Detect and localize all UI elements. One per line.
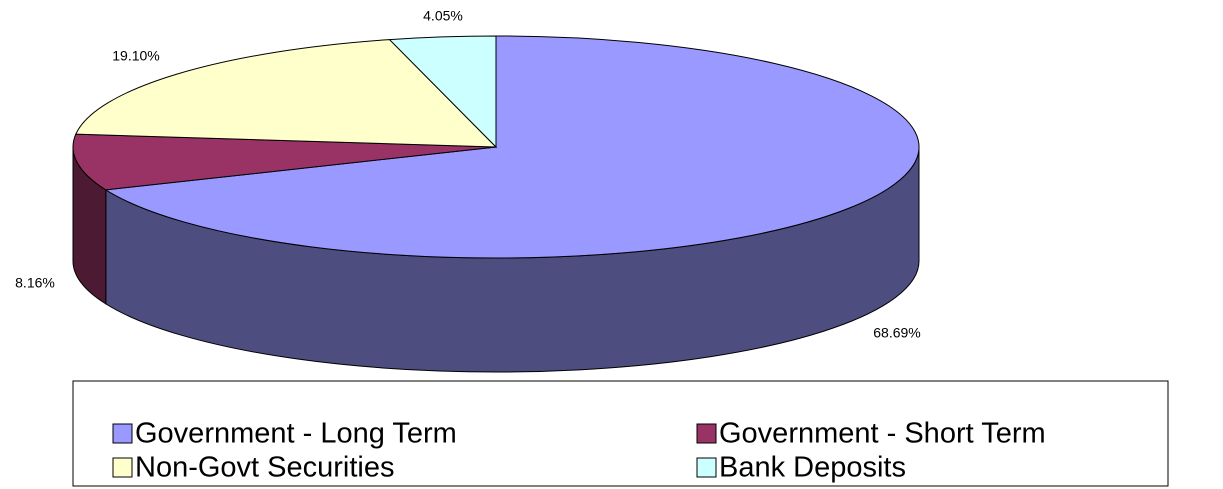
legend-swatch	[112, 457, 133, 478]
legend-swatch	[696, 457, 717, 478]
legend-swatch	[696, 423, 717, 444]
legend-box	[72, 380, 1169, 487]
legend-label: Government - Long Term	[135, 418, 457, 450]
legend-label: Government - Short Term	[719, 418, 1046, 450]
slice	[104, 35, 920, 259]
legend-label: Non-Govt Securities	[135, 452, 395, 484]
value-label: 8.16%	[15, 275, 55, 291]
slice	[75, 39, 498, 148]
slice	[388, 35, 497, 149]
slice	[72, 133, 497, 191]
legend-swatch	[112, 423, 133, 444]
value-label: 4.05%	[423, 8, 463, 24]
legend-label: Bank Deposits	[719, 452, 906, 484]
value-label: 68.69%	[873, 325, 920, 341]
value-label: 19.10%	[112, 48, 159, 64]
